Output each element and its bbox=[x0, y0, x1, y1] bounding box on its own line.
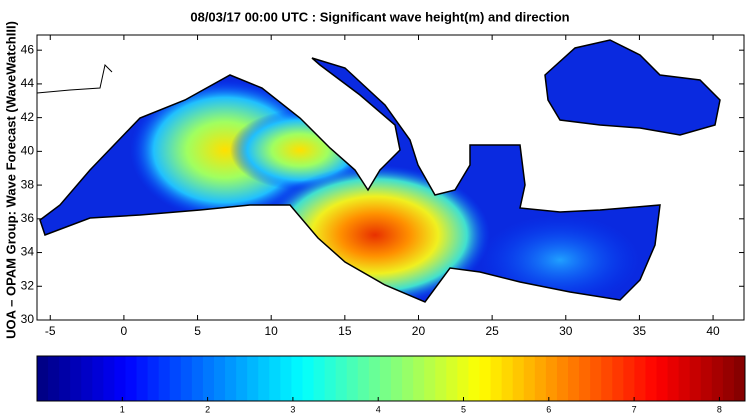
x-tick-label: 40 bbox=[706, 324, 720, 338]
colorbar-cell bbox=[147, 356, 160, 401]
colorbar-cell bbox=[258, 356, 270, 401]
colorbar-cell bbox=[656, 356, 669, 401]
colorbar-cell bbox=[180, 356, 193, 401]
colorbar-cell bbox=[457, 356, 469, 401]
x-tick-label: 0 bbox=[121, 324, 128, 338]
colorbar-tick-label: 7 bbox=[632, 404, 637, 414]
colorbar bbox=[37, 356, 746, 401]
x-tick-label: -5 bbox=[45, 324, 56, 338]
colorbar-cell bbox=[269, 356, 281, 401]
colorbar-cell bbox=[391, 356, 403, 401]
x-tick-label: 5 bbox=[194, 324, 201, 338]
y-tick-label: 34 bbox=[21, 245, 35, 259]
colorbar-cell bbox=[125, 356, 138, 401]
colorbar-cell bbox=[523, 356, 536, 401]
coastline bbox=[39, 57, 661, 303]
map-title: 08/03/17 00:00 UTC : Significant wave he… bbox=[190, 9, 569, 24]
colorbar-cell bbox=[37, 356, 49, 401]
colorbar-cell bbox=[645, 356, 657, 401]
colorbar-cell bbox=[512, 356, 525, 401]
x-tick-label: 25 bbox=[485, 324, 499, 338]
colorbar-cell bbox=[92, 356, 104, 401]
colorbar-cell bbox=[324, 356, 337, 401]
colorbar-cell bbox=[601, 356, 613, 401]
colorbar-cell bbox=[733, 356, 746, 401]
colorbar-tick-label: 8 bbox=[717, 404, 722, 414]
colorbar-tick-label: 3 bbox=[290, 404, 295, 414]
colorbar-cell bbox=[357, 356, 370, 401]
colorbar-cell bbox=[579, 356, 591, 401]
colorbar-cell bbox=[402, 356, 414, 401]
colorbar-cell bbox=[479, 356, 492, 401]
colorbar-cell bbox=[247, 356, 259, 401]
y-tick-label: 46 bbox=[21, 42, 35, 56]
colorbar-cell bbox=[490, 356, 503, 401]
colorbar-cell bbox=[302, 356, 315, 401]
colorbar-cell bbox=[590, 356, 602, 401]
colorbar-cell bbox=[700, 356, 713, 401]
colorbar-cell bbox=[59, 356, 71, 401]
colorbar-cell bbox=[678, 356, 691, 401]
colorbar-cell bbox=[202, 356, 215, 401]
colorbar-tick-label: 4 bbox=[376, 404, 381, 414]
colorbar-tick-label: 1 bbox=[120, 404, 125, 414]
colorbar-cell bbox=[81, 356, 93, 401]
colorbar-tick-label: 6 bbox=[546, 404, 551, 414]
colorbar-cell bbox=[424, 356, 436, 401]
colorbar-cell bbox=[368, 356, 381, 401]
colorbar-cell bbox=[413, 356, 425, 401]
colorbar-cell bbox=[612, 356, 624, 401]
x-tick-label: 35 bbox=[633, 324, 647, 338]
y-tick-label: 40 bbox=[21, 144, 35, 158]
colorbar-cell bbox=[114, 356, 126, 401]
colorbar-cell bbox=[70, 356, 82, 401]
colorbar-cell bbox=[379, 356, 392, 401]
colorbar-cell bbox=[722, 356, 735, 401]
colorbar-cell bbox=[634, 356, 646, 401]
colorbar-cell bbox=[103, 356, 115, 401]
colorbar-cell bbox=[568, 356, 580, 401]
colorbar-cell bbox=[214, 356, 226, 401]
colorbar-cell bbox=[545, 356, 558, 401]
y-tick-label: 38 bbox=[21, 177, 35, 191]
y-tick-label: 30 bbox=[21, 312, 35, 326]
colorbar-cell bbox=[48, 356, 60, 401]
colorbar-cell bbox=[313, 356, 326, 401]
colorbar-cell bbox=[623, 356, 635, 401]
x-tick-label: 10 bbox=[265, 324, 279, 338]
x-tick-label: 20 bbox=[412, 324, 426, 338]
colorbar-cell bbox=[667, 356, 680, 401]
atlantic-coast bbox=[36, 63, 113, 94]
colorbar-cell bbox=[435, 356, 447, 401]
colorbar-cell bbox=[158, 356, 171, 401]
colorbar-cell bbox=[335, 356, 348, 401]
colorbar-cell bbox=[291, 356, 303, 401]
colorbar-cell bbox=[225, 356, 237, 401]
y-tick-label: 36 bbox=[21, 211, 35, 225]
colorbar-cell bbox=[446, 356, 458, 401]
y-tick-label: 42 bbox=[21, 110, 35, 124]
y-axis-label: UOA – OPAM Group: Wave Forecast (WaveWat… bbox=[3, 21, 18, 339]
colorbar-cell bbox=[346, 356, 359, 401]
colorbar-tick-label: 5 bbox=[461, 404, 466, 414]
x-tick-label: 30 bbox=[559, 324, 573, 338]
colorbar-cell bbox=[191, 356, 204, 401]
x-tick-label: 15 bbox=[338, 324, 352, 338]
colorbar-cell bbox=[236, 356, 248, 401]
black-sea bbox=[544, 39, 721, 136]
colorbar-cell bbox=[136, 356, 149, 401]
colorbar-cell bbox=[556, 356, 569, 401]
colorbar-cell bbox=[501, 356, 514, 401]
colorbar-cell bbox=[711, 356, 724, 401]
colorbar-frame bbox=[36, 355, 746, 402]
colorbar-tick-label: 2 bbox=[205, 404, 210, 414]
colorbar-cell bbox=[468, 356, 480, 401]
colorbar-cell bbox=[689, 356, 702, 401]
colorbar-cell bbox=[534, 356, 547, 401]
colorbar-cell bbox=[169, 356, 182, 401]
y-tick-label: 32 bbox=[21, 278, 35, 292]
colorbar-cell bbox=[280, 356, 292, 401]
y-tick-label: 44 bbox=[21, 76, 35, 90]
